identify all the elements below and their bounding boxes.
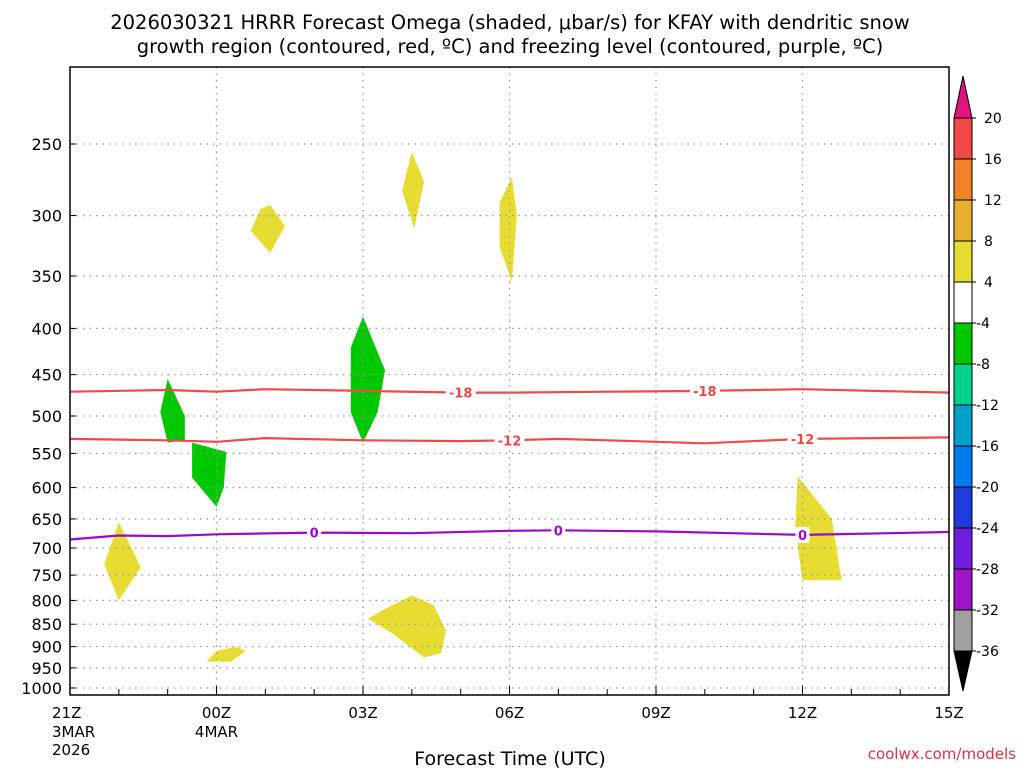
y-tick-label: 700: [31, 539, 62, 558]
y-tick-label: 550: [31, 444, 62, 463]
omega-positive-region-1: [250, 204, 285, 253]
contour-label-bg: [551, 522, 566, 539]
colorbar-label: 12: [984, 193, 1002, 209]
y-tick-label: 400: [31, 319, 62, 338]
colorbar-bin: [953, 363, 973, 406]
omega-shading-layer: [104, 151, 842, 662]
y-axis: 250 300 350 400 450 500 550 600 650 700 750 800 850 9…: [21, 135, 76, 698]
colorbar-label: 4: [984, 275, 993, 291]
y-tick-label: 850: [31, 615, 62, 634]
x-tick-label: 06Z: [495, 704, 524, 722]
omega-positive-region-9: [206, 646, 246, 662]
colorbar-label: -12: [976, 398, 999, 414]
contour-label-bg: [795, 526, 810, 543]
x-tick-label: 09Z: [641, 704, 670, 722]
colorbar-label: -36: [976, 644, 999, 660]
contour-label: -18: [449, 387, 473, 402]
x-axis-label: Forecast Time (UTC): [414, 748, 605, 768]
colorbar-label: -32: [976, 603, 999, 619]
colorbar-label: -28: [976, 562, 999, 578]
colorbar-label: -20: [976, 480, 999, 496]
colorbar-bottom-arrow: [953, 650, 973, 692]
x-tick-sublabel: 3MAR: [52, 723, 95, 741]
x-tick-label: 03Z: [348, 704, 377, 722]
colorbar-bin: [953, 527, 973, 570]
colorbar-label: 20: [984, 111, 1002, 127]
colorbar-label: -16: [976, 439, 999, 455]
y-tick-label: 900: [31, 638, 62, 657]
x-tick-sublabel: 2026: [52, 741, 90, 759]
y-tick-label: 800: [31, 591, 62, 610]
colorbar-bin: [953, 486, 973, 529]
colorbar: 20 16 12 8 4 -4 -8 -12 -16 -20 -24 -28 -32 -36: [953, 75, 1002, 692]
x-tick-label: 12Z: [788, 704, 817, 722]
y-tick-label: 500: [31, 407, 62, 426]
colorbar-label: -8: [976, 357, 990, 373]
contour-label-bg: [494, 432, 525, 449]
colorbar-bin: [953, 199, 973, 242]
y-tick-label: 450: [31, 366, 62, 385]
colorbar-bin: [953, 281, 973, 324]
y-tick-label: 650: [31, 510, 62, 529]
contour-label: -18: [693, 385, 717, 400]
colorbar-bin: [953, 158, 973, 201]
colorbar-bin: [953, 240, 973, 283]
colorbar-label: 16: [984, 152, 1002, 168]
colorbar-bin: [953, 404, 973, 447]
y-tick-label: 750: [31, 566, 62, 585]
omega-positive-region-7: [795, 476, 842, 581]
colorbar-bin: [953, 609, 973, 652]
contour-label: 0: [798, 529, 807, 544]
contour-label-bg: [787, 430, 818, 447]
y-tick-label: 600: [31, 479, 62, 498]
omega-negative-region-5: [192, 442, 227, 507]
contour-label: -12: [498, 434, 522, 449]
x-tick-label: 00Z: [202, 704, 231, 722]
omega-positive-region-0: [104, 522, 141, 601]
chart-title-line-2: growth region (contoured, red, ºC) and f…: [137, 35, 884, 58]
colorbar-bin: [953, 445, 973, 488]
colorbar-bin: [953, 568, 973, 611]
omega-positive-region-3: [499, 177, 517, 282]
contour-layer: -18 -18 -12 -12 0 0 0: [69, 382, 950, 544]
omega-positive-region-8: [367, 595, 446, 658]
y-tick-label: 950: [31, 659, 62, 678]
colorbar-bin: [953, 117, 973, 160]
colorbar-bin: [953, 322, 973, 365]
grid-layer: [70, 67, 949, 695]
contour-label: -12: [791, 433, 815, 448]
contour-label-bg: [689, 382, 720, 399]
watermark: coolwx.com/models: [868, 745, 1016, 763]
chart-title-line-1: 2026030321 HRRR Forecast Omega (shaded, …: [110, 11, 910, 34]
omega-negative-region-6: [350, 316, 385, 443]
contour-line--12: [69, 436, 950, 445]
y-tick-label: 250: [31, 135, 62, 154]
x-tick-sublabel: 4MAR: [195, 723, 238, 741]
contour-label-bg: [307, 524, 322, 541]
colorbar-label: 8: [984, 234, 993, 250]
omega-negative-region-4: [160, 379, 185, 443]
contour-label-bg: [445, 384, 476, 401]
y-tick-label: 300: [31, 207, 62, 226]
contour-line-0: [69, 529, 950, 541]
omega-positive-region-2: [402, 151, 424, 229]
colorbar-label: -4: [976, 316, 990, 332]
y-tick-label: 350: [31, 267, 62, 286]
colorbar-label: -24: [976, 521, 999, 537]
x-tick-label: 21Z: [52, 704, 81, 722]
x-tick-label: 15Z: [934, 704, 963, 722]
contour-label: 0: [310, 527, 319, 542]
y-tick-label: 1000: [21, 679, 62, 698]
contour-label: 0: [554, 524, 563, 539]
